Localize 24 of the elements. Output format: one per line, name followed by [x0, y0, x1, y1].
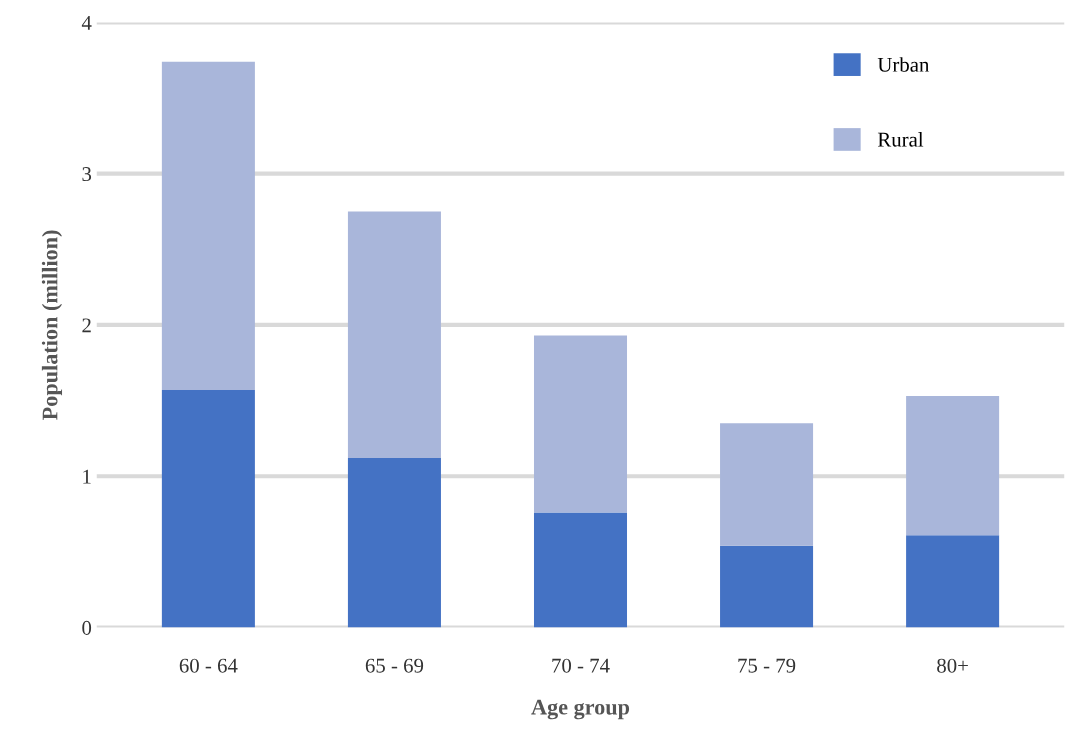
bar [161, 61, 255, 390]
legend-label: Urban [877, 57, 930, 72]
legend-label: Rural [877, 131, 924, 147]
y-tick-label: 4 [81, 15, 92, 30]
y-tick-label: 3 [82, 167, 92, 182]
x-tick-label: 65 - 69 [365, 658, 424, 673]
bar [533, 335, 628, 513]
bar [533, 512, 628, 628]
bar [347, 458, 441, 628]
x-tick-label: 80+ [937, 658, 968, 673]
y-tick-label: 2 [82, 318, 91, 333]
x-tick-label: 70 - 74 [552, 658, 610, 673]
bar [161, 389, 255, 628]
y-tick-label: 1 [83, 469, 91, 484]
bar [720, 545, 814, 628]
bar [906, 535, 1000, 628]
y-tick-label: 0 [82, 620, 92, 635]
bar [347, 211, 441, 459]
bar [906, 396, 1000, 536]
x-axis-title: Age group [531, 699, 630, 720]
bar [720, 423, 814, 546]
y-axis-title: Population (million) [41, 230, 63, 420]
x-tick-label: 60 - 64 [179, 658, 238, 673]
x-tick-label: 75 - 79 [738, 658, 796, 673]
